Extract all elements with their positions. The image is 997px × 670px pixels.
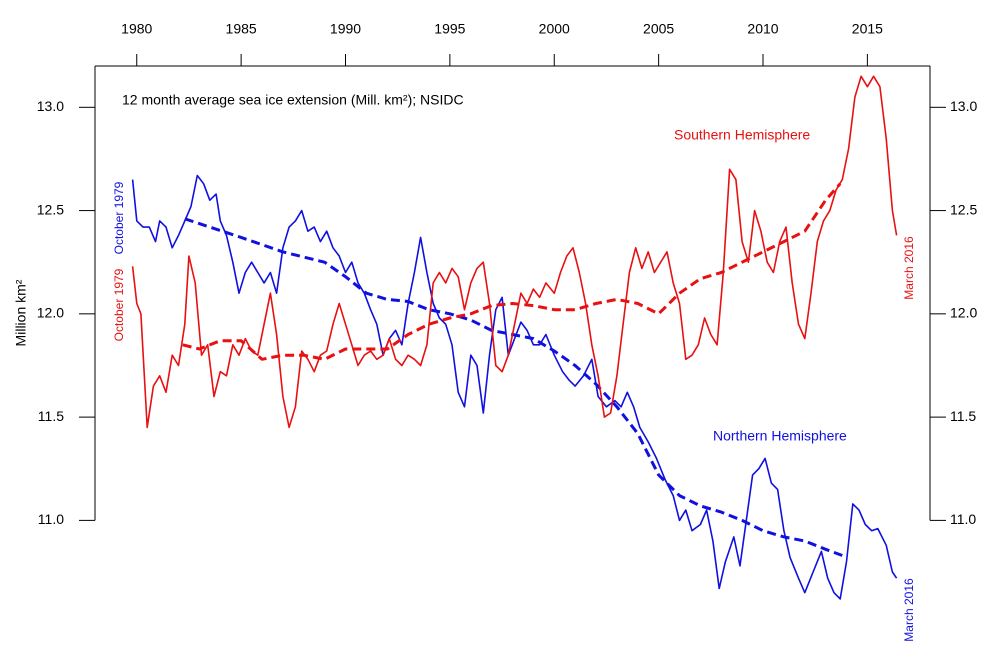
x-tick-label: 1990 <box>330 21 361 37</box>
x-tick-label: 2010 <box>747 21 778 37</box>
series-label: Southern Hemisphere <box>674 127 810 143</box>
y2-tick-label: 11.0 <box>950 511 976 527</box>
annotation: October 1979 <box>112 181 126 254</box>
x-tick-label: 2005 <box>643 21 674 37</box>
y-tick-label: 12.5 <box>37 201 64 217</box>
chart-title: 12 month average sea ice extension (Mill… <box>122 92 464 108</box>
y-tick-label: 12.0 <box>37 305 64 321</box>
annotation: March 2016 <box>902 578 916 642</box>
y2-tick-label: 12.0 <box>950 305 977 321</box>
x-tick-label: 2015 <box>852 21 883 37</box>
trend-line <box>184 217 843 557</box>
y2-tick-label: 12.5 <box>950 201 977 217</box>
y-tick-label: 11.5 <box>38 408 64 424</box>
annotation: March 2016 <box>902 236 916 300</box>
x-tick-label: 1985 <box>226 21 257 37</box>
x-tick-label: 2000 <box>539 21 570 37</box>
series-label: Northern Hemisphere <box>713 428 847 444</box>
data-line <box>131 174 898 600</box>
y-tick-label: 13.0 <box>37 98 64 114</box>
y2-tick-label: 13.0 <box>950 98 977 114</box>
annotation: October 1979 <box>112 268 126 341</box>
trend-line <box>182 182 842 361</box>
x-tick-label: 1980 <box>121 21 152 37</box>
y2-tick-label: 11.5 <box>950 408 976 424</box>
y-tick-label: 11.0 <box>38 511 64 527</box>
y-axis-label: Million km² <box>13 279 29 346</box>
x-tick-label: 1995 <box>434 21 465 37</box>
